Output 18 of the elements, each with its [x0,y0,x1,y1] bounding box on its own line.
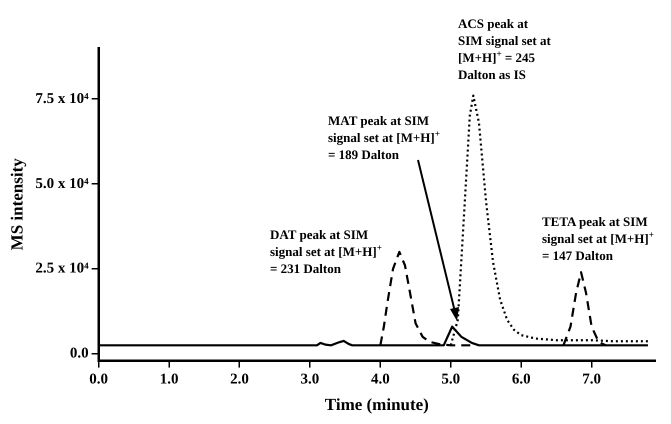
x-tick-label: 5.0 [441,371,460,388]
y-tick-label: 2.5 x 10⁴ [35,260,90,277]
y-tick-label: 0.0 [70,346,89,362]
text: MAT peak at SIM signal set at [M+H]$^{+}$ = 189 Dalton [328,113,440,162]
y-tick-label: 5.0 x 10⁴ [35,176,90,192]
x-axis-title: Time (minute) [324,395,429,414]
x-tick-label: 4.0 [370,371,390,388]
text: TETA peak at SIM signal set at [M+H]$^{+}$ = 147 Dalton [542,214,654,263]
x-tick-label: 7.0 [582,371,601,388]
x-tick-label: 3.0 [300,371,320,388]
y-axis-title: MS intensity [8,158,27,250]
text: DAT peak at SIM signal set at [M+H]$^{+}$ = 231 Dalton [270,227,382,276]
x-tick-label: 2.0 [230,371,249,388]
x-tick-label: 0.0 [89,371,108,388]
x-tick-label: 1.0 [160,371,178,388]
annotation: ACS peak at SIM signal set at [M+H]$^{+}$ = 245 Dalton as IS [458,15,551,83]
x-tick-label: 6.0 [512,371,531,388]
y-tick-label: 7.5 x 10⁴ [35,90,90,107]
